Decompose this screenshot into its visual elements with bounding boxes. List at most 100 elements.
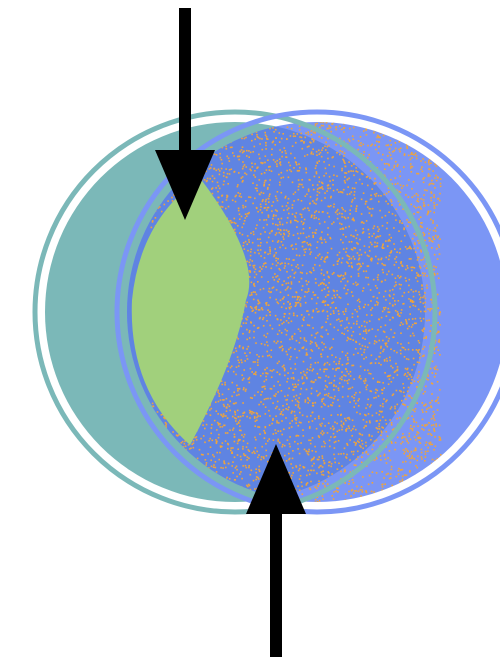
speckle-dot [346, 280, 349, 283]
speckle-dot [376, 300, 378, 303]
speckle-dot [370, 194, 372, 197]
speckle-dot [381, 310, 384, 313]
speckle-dot [209, 177, 211, 180]
speckle-dot [388, 148, 391, 150]
speckle-dot [258, 157, 261, 160]
speckle-dot [382, 247, 384, 249]
speckle-dot [241, 167, 244, 170]
speckle-dot [295, 254, 298, 257]
speckle-dot [221, 504, 223, 506]
speckle-dot [270, 356, 272, 358]
speckle-dot [251, 260, 254, 262]
speckle-dot [184, 440, 186, 443]
speckle-dot [387, 187, 390, 189]
speckle-dot [321, 149, 323, 151]
speckle-dot [226, 195, 229, 197]
speckle-dot [418, 275, 420, 277]
speckle-dot [363, 306, 365, 308]
speckle-dot [310, 152, 312, 155]
speckle-dot [311, 341, 313, 344]
speckle-dot [376, 242, 379, 244]
speckle-dot [387, 494, 390, 496]
speckle-dot [328, 125, 330, 127]
speckle-dot [309, 426, 311, 428]
speckle-dot [223, 180, 225, 183]
speckle-dot [297, 220, 299, 223]
speckle-dot [347, 373, 350, 375]
speckle-dot [309, 243, 311, 245]
speckle-dot [337, 399, 339, 401]
speckle-dot [306, 193, 308, 196]
speckle-dot [248, 241, 250, 243]
speckle-dot [364, 251, 366, 254]
speckle-dot [364, 369, 366, 371]
speckle-dot [390, 468, 393, 471]
speckle-dot [299, 337, 302, 339]
speckle-dot [399, 483, 401, 485]
speckle-dot [239, 425, 241, 428]
speckle-dot [248, 239, 250, 241]
speckle-dot [309, 141, 311, 143]
speckle-dot [274, 273, 276, 275]
speckle-dot [257, 326, 260, 329]
speckle-dot [400, 442, 402, 445]
speckle-dot [251, 139, 253, 142]
speckle-dot [365, 414, 367, 417]
speckle-dot [389, 295, 391, 298]
speckle-dot [307, 505, 309, 507]
speckle-dot [406, 146, 408, 148]
speckle-dot [422, 348, 424, 350]
speckle-dot [364, 413, 366, 416]
speckle-dot [263, 257, 266, 259]
speckle-dot [297, 237, 300, 240]
speckle-dot [289, 358, 291, 361]
speckle-dot [321, 400, 323, 403]
speckle-dot [405, 474, 408, 477]
speckle-dot [302, 208, 304, 211]
speckle-dot [172, 431, 174, 433]
speckle-dot [384, 279, 387, 281]
speckle-dot [305, 168, 307, 171]
speckle-dot [403, 302, 405, 305]
speckle-dot [273, 131, 275, 133]
speckle-dot [375, 439, 378, 441]
speckle-dot [222, 175, 225, 177]
speckle-dot [265, 266, 267, 268]
speckle-dot [323, 364, 326, 366]
speckle-dot [292, 383, 294, 386]
speckle-dot [422, 258, 425, 261]
speckle-dot [394, 281, 397, 284]
speckle-dot [351, 504, 353, 506]
speckle-dot [414, 477, 416, 480]
speckle-dot [231, 395, 233, 398]
speckle-dot [291, 244, 293, 246]
speckle-dot [262, 372, 264, 375]
speckle-dot [202, 435, 205, 437]
speckle-dot [358, 432, 361, 435]
speckle-dot [351, 187, 354, 189]
speckle-dot [318, 187, 321, 189]
speckle-dot [311, 350, 314, 352]
speckle-dot [321, 301, 324, 303]
speckle-dot [351, 266, 353, 269]
speckle-dot [269, 291, 271, 294]
speckle-dot [336, 254, 339, 256]
speckle-dot [415, 322, 417, 325]
speckle-dot [272, 215, 275, 217]
speckle-dot [321, 326, 324, 328]
speckle-dot [332, 179, 334, 181]
speckle-dot [341, 428, 343, 431]
speckle-dot [258, 270, 261, 273]
speckle-dot [394, 448, 396, 451]
speckle-dot [439, 437, 441, 439]
speckle-dot [420, 320, 423, 322]
speckle-dot [313, 217, 315, 220]
speckle-dot [227, 506, 229, 508]
speckle-dot [316, 458, 319, 461]
speckle-dot [417, 247, 419, 249]
speckle-dot [330, 196, 332, 199]
speckle-dot [266, 350, 268, 353]
speckle-dot [222, 403, 225, 406]
speckle-dot [260, 456, 263, 458]
speckle-dot [381, 392, 384, 395]
